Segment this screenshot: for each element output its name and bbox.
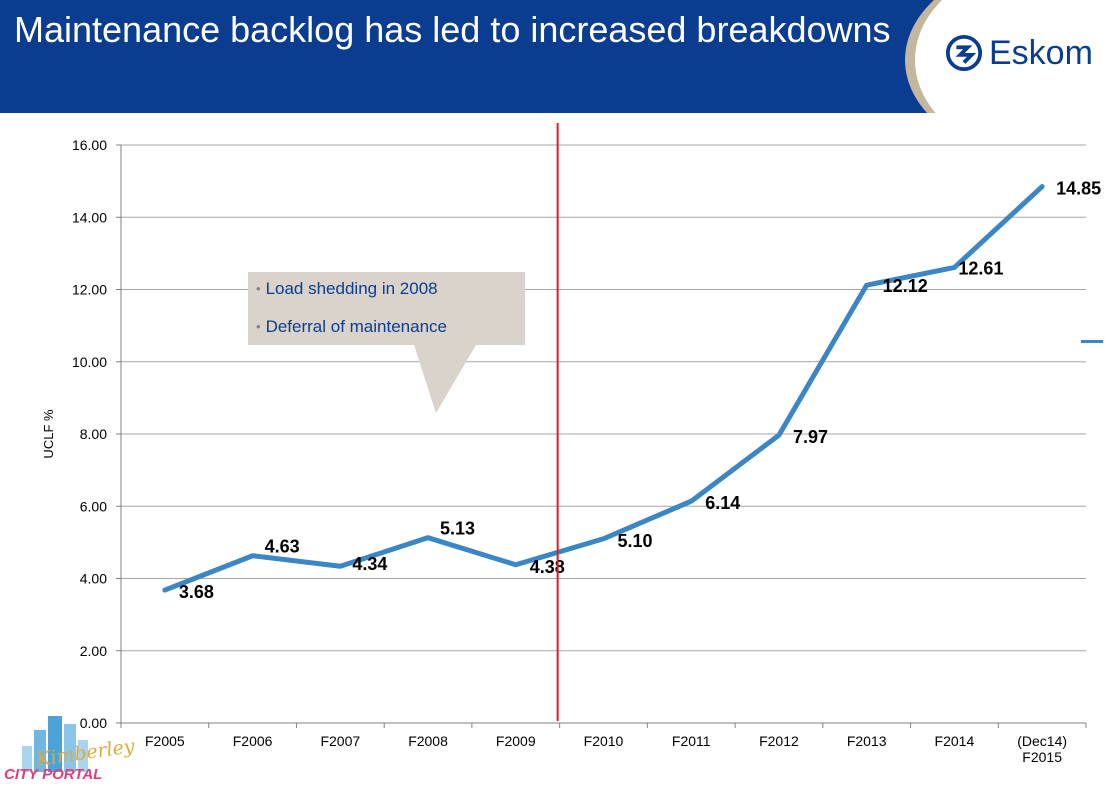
y-tick-label: 10.00 — [72, 354, 107, 370]
x-tick-label: F2010 — [584, 733, 624, 749]
slide-title: Maintenance backlog has led to increased… — [14, 9, 891, 50]
x-tick-label: F2008 — [408, 733, 448, 749]
callout-box: Load shedding in 2008 Deferral of mainte… — [248, 272, 525, 345]
y-axis-label: UCLF % — [41, 409, 56, 459]
logo-panel — [905, 0, 1116, 113]
data-label: 7.97 — [793, 427, 828, 447]
data-label: 12.12 — [883, 276, 928, 296]
data-label: 5.10 — [618, 531, 653, 551]
data-label: 4.38 — [530, 557, 565, 577]
city-skyline-icon — [22, 716, 88, 772]
logo-text: Eskom — [989, 33, 1093, 72]
header-banner: Maintenance backlog has led to increased… — [0, 0, 1116, 113]
chart-area: 0.00 2.00 4.00 6.00 8.00 10.00 12.00 14.00 16.00… — [0, 113, 1116, 795]
callout-item: Load shedding in 2008 — [256, 279, 525, 298]
y-tick-label: 0.00 — [80, 715, 107, 731]
x-tick-label: F2006 — [233, 733, 273, 749]
data-label: 5.13 — [440, 519, 475, 539]
data-label: 4.34 — [352, 554, 387, 574]
y-tick-label: 16.00 — [72, 137, 107, 153]
data-label: 6.14 — [705, 493, 740, 513]
legend-marker — [1081, 340, 1103, 343]
y-tick-label: 14.00 — [72, 209, 107, 225]
data-label: 12.61 — [958, 258, 1003, 278]
callout-pointer — [414, 345, 476, 413]
y-tick-label: 12.00 — [72, 282, 107, 298]
x-tick-label: F2007 — [320, 733, 360, 749]
x-tick-label: F2005 — [145, 733, 185, 749]
x-tick-label: F2012 — [759, 733, 799, 749]
y-tick-label: 6.00 — [80, 498, 107, 514]
watermark-text: CITY PORTAL — [4, 766, 103, 783]
y-tick-label: 8.00 — [80, 426, 107, 442]
data-label: 14.85 — [1056, 179, 1101, 199]
x-tick-label: F2013 — [847, 733, 887, 749]
data-label: 4.63 — [265, 537, 300, 557]
x-tick-label: F2014 — [935, 733, 975, 749]
x-tick-label: F2015 — [1022, 749, 1062, 765]
callout-item: Deferral of maintenance — [256, 317, 525, 336]
series-line — [162, 184, 1045, 593]
x-tick-label: (Dec14) — [1017, 733, 1067, 749]
data-label: 3.68 — [179, 582, 214, 602]
y-tick-label: 4.00 — [80, 571, 107, 587]
x-tick-label: F2009 — [496, 733, 536, 749]
eskom-logo-icon — [945, 34, 983, 72]
watermark-logo: Kimberley CITY PORTAL — [4, 712, 136, 792]
x-tick-label: F2011 — [672, 733, 711, 749]
eskom-logo: Eskom — [945, 30, 1093, 76]
uclf-line-chart: 0.00 2.00 4.00 6.00 8.00 10.00 12.00 14.00 16.00… — [41, 123, 1101, 765]
y-tick-label: 2.00 — [80, 643, 107, 659]
